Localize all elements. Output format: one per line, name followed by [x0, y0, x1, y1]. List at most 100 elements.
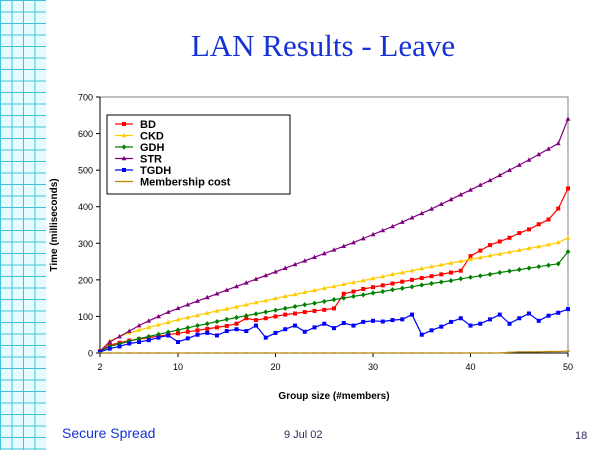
data-point: [507, 167, 512, 172]
data-point: [341, 291, 346, 296]
data-point: [117, 341, 122, 347]
data-point: [399, 269, 405, 275]
data-point: [516, 247, 522, 253]
data-point: [497, 251, 503, 256]
y-tick-label: 200: [78, 275, 93, 285]
data-point: [292, 303, 298, 310]
data-point: [360, 292, 366, 298]
data-point: [234, 283, 239, 289]
data-point: [283, 327, 288, 332]
data-point: [458, 316, 463, 321]
data-point: [122, 168, 126, 172]
data-point: [185, 336, 190, 341]
data-point: [146, 324, 152, 330]
data-point: [487, 271, 493, 277]
data-point: [507, 235, 512, 240]
data-point: [468, 274, 473, 280]
data-point: [204, 310, 210, 315]
data-point: [409, 268, 415, 273]
footer-date: 9 Jul 02: [284, 429, 323, 441]
data-point: [555, 261, 561, 267]
data-point: [107, 343, 113, 350]
data-point: [253, 276, 259, 281]
data-point: [224, 329, 229, 334]
data-point: [448, 260, 454, 265]
data-point: [371, 285, 375, 290]
y-tick-label: 0: [88, 349, 93, 359]
x-tick-label: 10: [173, 362, 183, 372]
data-point: [390, 223, 395, 229]
data-point: [546, 146, 551, 151]
legend-entry-str: STR: [115, 154, 162, 166]
data-point: [527, 311, 531, 316]
data-point: [370, 290, 376, 296]
y-tick-label: 100: [78, 312, 93, 322]
data-point: [566, 307, 570, 312]
data-point: [488, 243, 492, 248]
data-point: [478, 248, 483, 253]
data-point: [273, 307, 278, 313]
data-point: [516, 162, 522, 167]
data-point: [137, 340, 141, 345]
legend-entry-membership-cost: Membership cost: [115, 177, 231, 189]
data-point: [234, 314, 239, 321]
data-point: [243, 302, 249, 307]
legend-entry-tgdh: TGDH: [115, 165, 171, 177]
data-point: [321, 250, 327, 256]
data-point: [458, 258, 464, 264]
data-point: [341, 281, 347, 287]
data-point: [341, 321, 346, 326]
data-point: [419, 276, 424, 281]
data-point: [121, 144, 127, 150]
data-point: [273, 314, 278, 319]
data-point: [185, 314, 191, 320]
data-point: [253, 299, 259, 305]
data-point: [302, 258, 308, 263]
data-point: [292, 261, 298, 267]
data-point: [204, 321, 210, 327]
data-point: [439, 272, 444, 277]
data-point: [234, 304, 239, 309]
data-point: [390, 281, 395, 286]
data-point: [351, 279, 356, 285]
data-point: [312, 254, 317, 259]
data-point: [361, 319, 366, 324]
legend-label: TGDH: [140, 165, 171, 177]
data-point: [312, 300, 317, 306]
data-point: [293, 323, 297, 328]
data-point: [341, 243, 347, 249]
data-point: [234, 327, 239, 332]
data-point: [351, 323, 356, 328]
data-point: [321, 285, 327, 291]
data-point: [380, 227, 386, 233]
data-point: [127, 341, 132, 346]
y-tick-label: 300: [78, 239, 93, 249]
data-point: [400, 317, 405, 322]
data-point: [253, 311, 259, 317]
data-point: [214, 318, 220, 325]
data-point: [536, 318, 541, 323]
legend-entry-bd: BD: [115, 119, 156, 131]
data-point: [224, 316, 230, 322]
data-point: [117, 333, 122, 339]
data-point: [536, 222, 541, 227]
data-point: [302, 289, 308, 295]
y-tick-label: 400: [78, 202, 93, 212]
data-point: [360, 277, 366, 283]
data-point: [195, 332, 200, 337]
data-point: [566, 186, 570, 191]
legend-label: STR: [140, 154, 162, 166]
data-point: [410, 312, 414, 317]
data-point: [263, 309, 269, 315]
x-tick-label: 2: [97, 362, 102, 372]
data-point: [468, 256, 473, 262]
data-point: [527, 227, 531, 232]
legend-label: Membership cost: [140, 177, 231, 189]
data-point: [565, 235, 571, 240]
data-point: [458, 276, 464, 282]
legend-entry-gdh: GDH: [115, 142, 165, 154]
data-point: [263, 272, 269, 278]
data-point: [331, 247, 337, 252]
data-point: [205, 326, 210, 331]
data-point: [136, 327, 142, 332]
